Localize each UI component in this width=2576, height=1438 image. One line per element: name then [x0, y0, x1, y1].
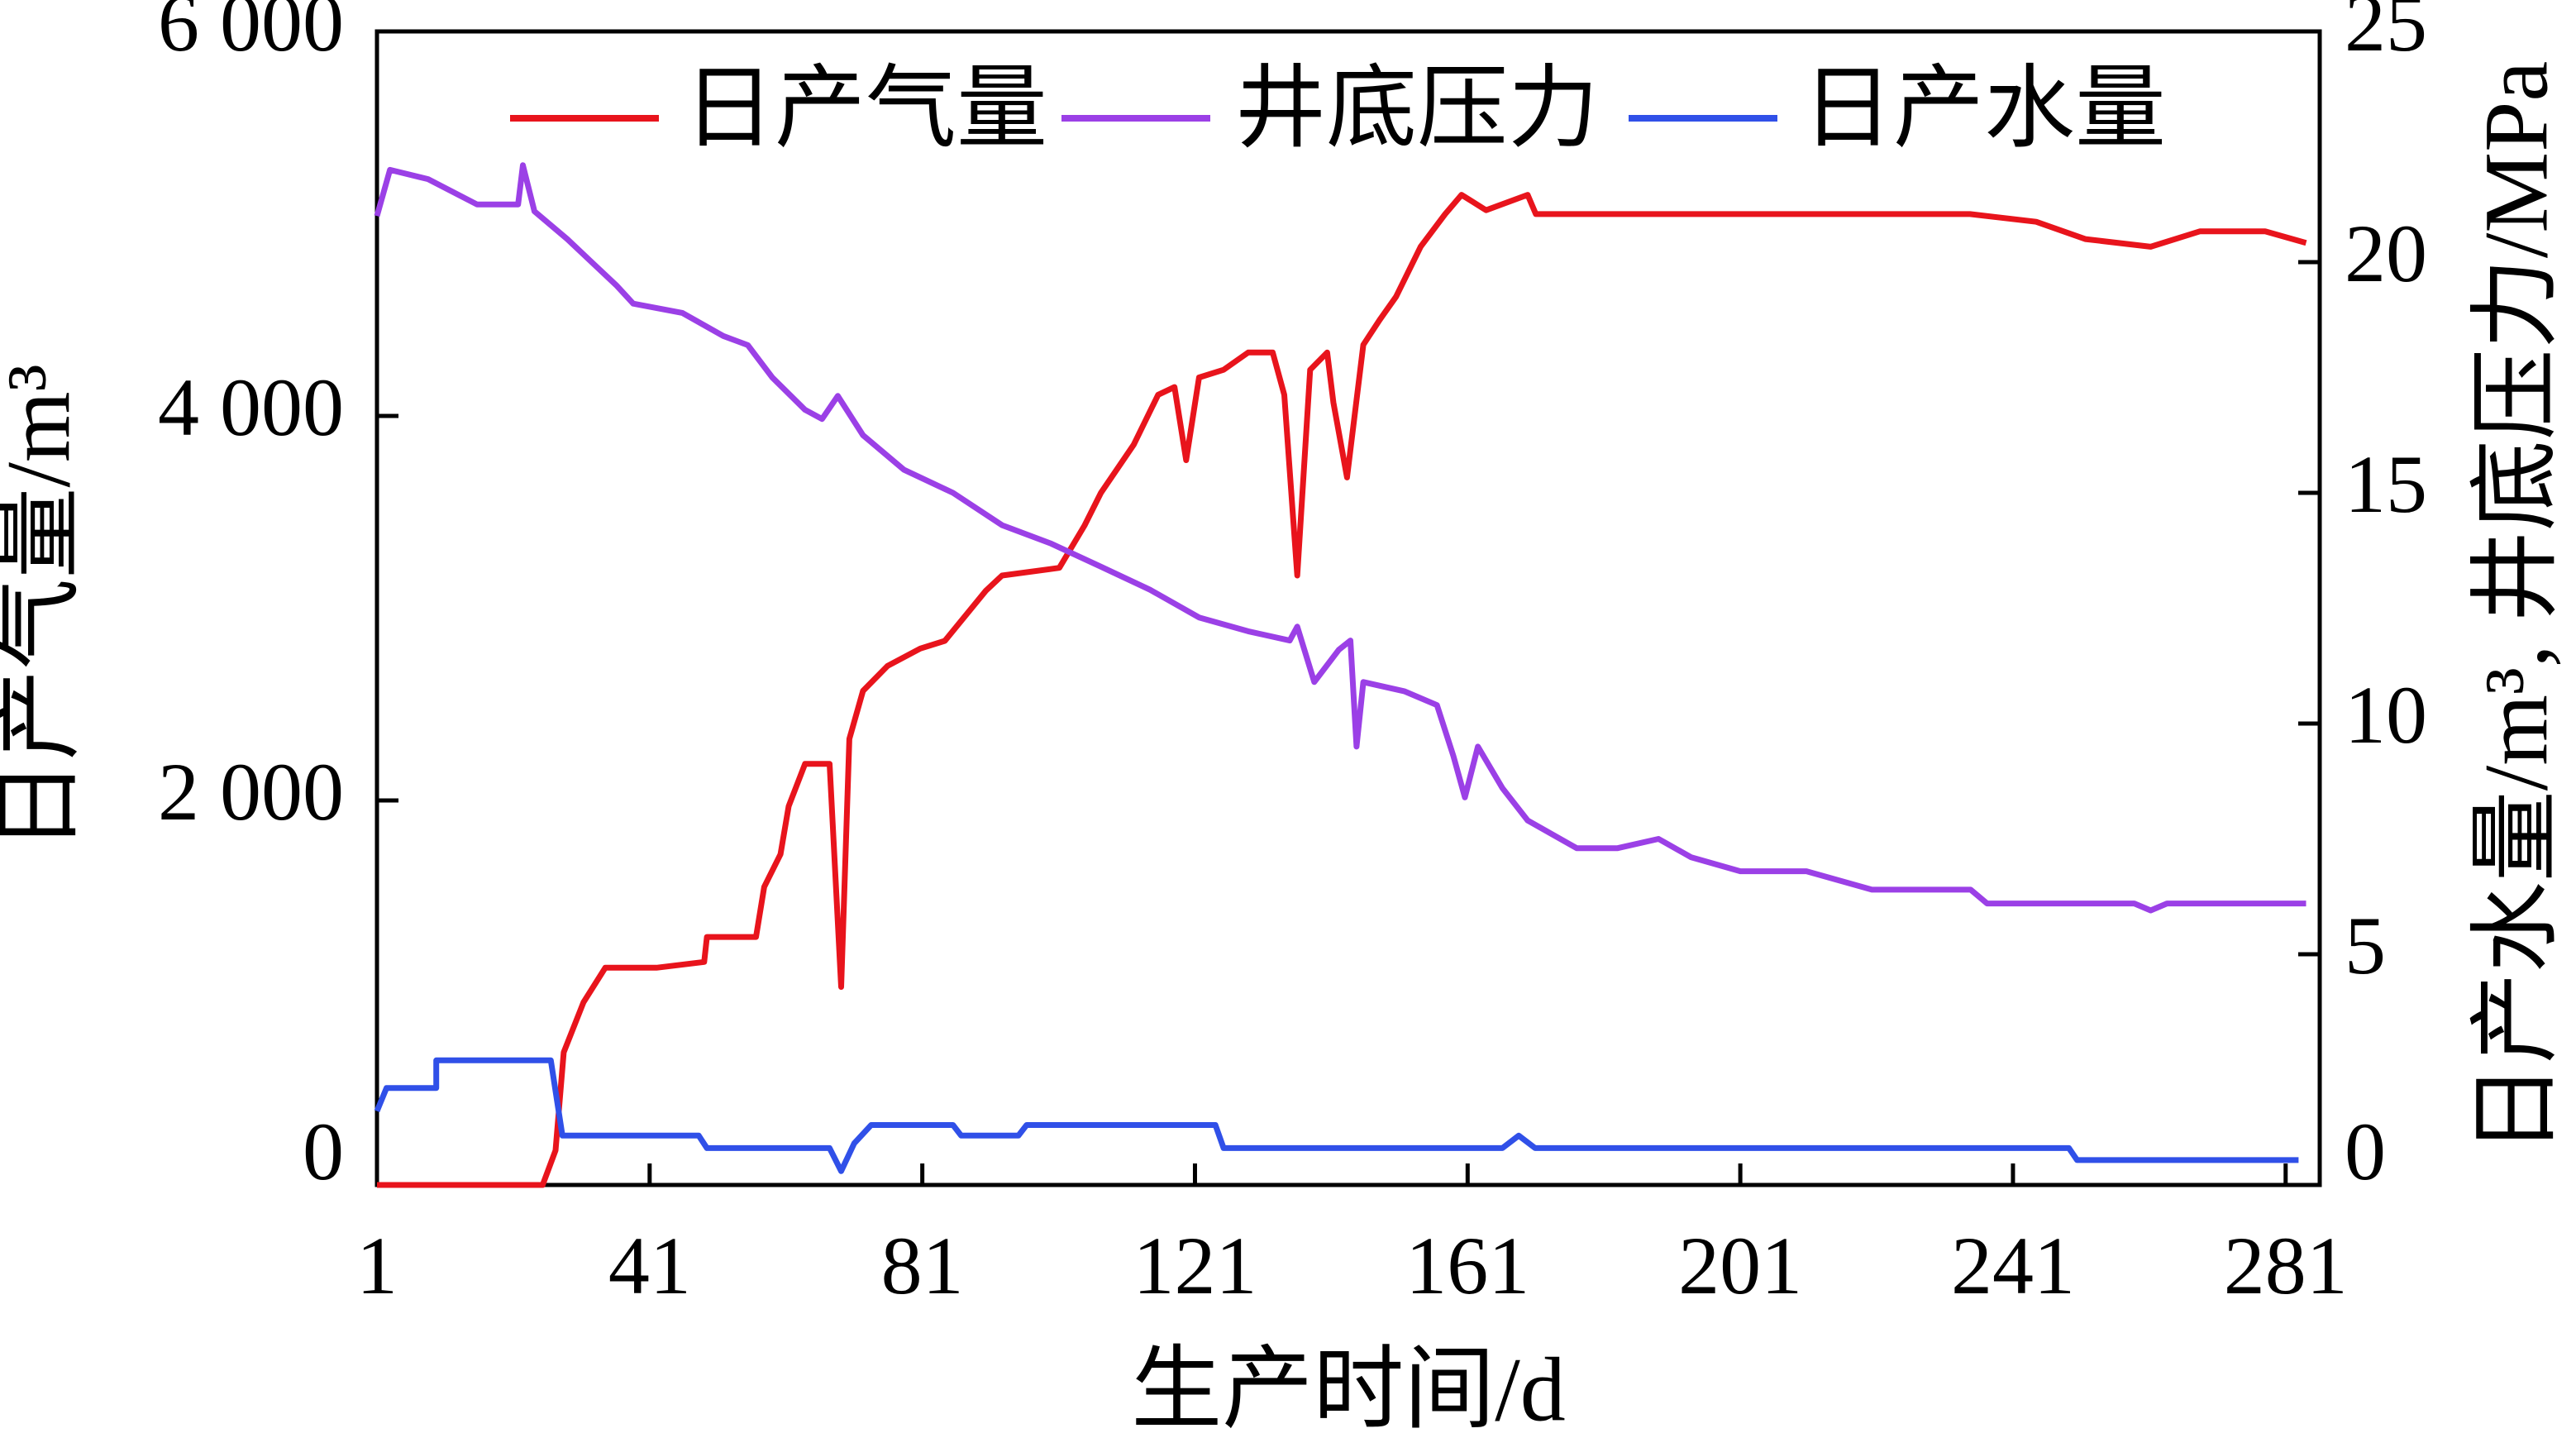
y2-tick-label: 0: [2345, 1106, 2386, 1197]
y-tick-label: 2 000: [158, 746, 344, 838]
y-tick-label: 6 000: [158, 0, 344, 69]
legend-label: 日产气量: [684, 58, 1047, 159]
x-tick-label: 81: [881, 1220, 964, 1311]
series-line: [377, 192, 2307, 1188]
series-line: [374, 1057, 2299, 1174]
legend-label: 井底压力: [1235, 58, 1599, 159]
y2-tick-label: 20: [2345, 208, 2427, 299]
series-line: [374, 162, 2306, 914]
x-tick-label: 161: [1405, 1220, 1529, 1311]
x-tick-label: 41: [608, 1220, 691, 1311]
x-tick-label: 201: [1678, 1220, 1802, 1311]
legend-label: 日产水量: [1802, 58, 2166, 159]
y-tick-label: 0: [303, 1106, 344, 1197]
x-tick-label: 1: [356, 1220, 398, 1311]
y2-tick-label: 15: [2345, 438, 2427, 530]
y-tick-label: 4 000: [158, 361, 344, 453]
x-axis-title: 生产时间/d: [1131, 1339, 1566, 1438]
x-tick-label: 241: [1951, 1220, 2075, 1311]
y2-tick-label: 5: [2345, 900, 2386, 991]
y2-axis-title: 日产水量/m³, 井底压力/MPa: [2465, 61, 2566, 1154]
plot-frame: [374, 29, 2322, 1187]
x-tick-label: 281: [2224, 1220, 2348, 1311]
y2-tick-label: 25: [2345, 0, 2427, 69]
y2-tick-label: 10: [2345, 669, 2427, 761]
y-axis-title: 日产气量/m³: [0, 364, 88, 851]
x-tick-label: 121: [1133, 1220, 1257, 1311]
